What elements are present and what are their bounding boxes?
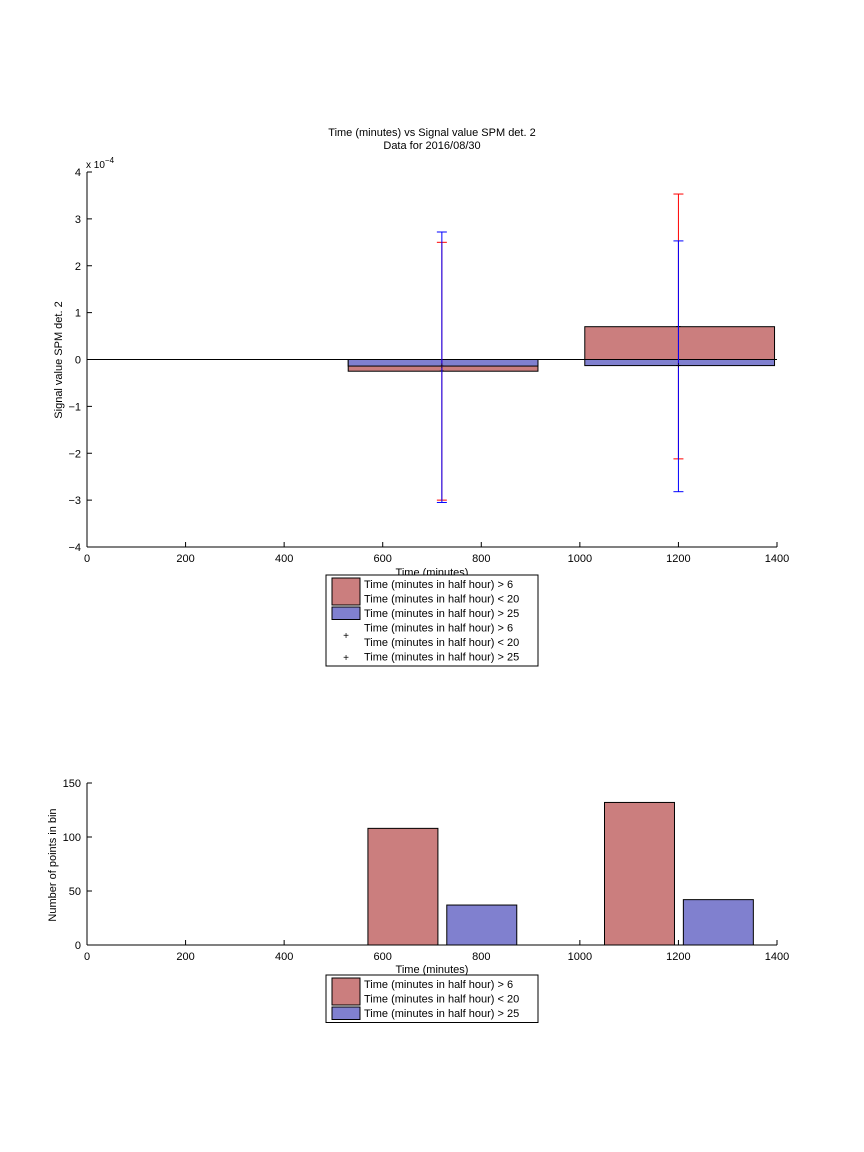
x-tick-label: 1200 <box>666 553 690 565</box>
x-tick-label: 600 <box>374 951 392 963</box>
x-tick-label: 400 <box>275 951 293 963</box>
y-tick-label: 0 <box>75 940 81 952</box>
errorbar-marker: + <box>676 361 681 371</box>
legend-box <box>325 974 539 1023</box>
y-tick-label: 1 <box>75 308 81 320</box>
bar-red <box>367 827 439 946</box>
y-tick-label: 0 <box>75 355 81 367</box>
x-tick-label: 1400 <box>765 553 789 565</box>
bar-blue <box>446 904 518 946</box>
bottom-legend: Time (minutes in half hour) > 6 Time (min… <box>325 974 539 1023</box>
y-tick-label: −4 <box>68 542 81 554</box>
top-plot-area: 0 200 400 600 800 1000 1200 1400 −4 −3 −2 −1 0 1 2 3 4 + +… <box>68 167 789 565</box>
y-tick-label: 4 <box>75 167 81 179</box>
y-tick-label: −1 <box>68 401 81 413</box>
legend-label: Time (minutes in half hour) > 6 <box>364 979 513 991</box>
y-tick-label: 3 <box>75 214 81 226</box>
bar-red <box>584 326 776 360</box>
y-axis-label: Number of points in bin <box>47 808 59 921</box>
x-tick-label: 800 <box>472 553 490 565</box>
legend-swatch-blue <box>331 606 361 620</box>
legend-swatch-red <box>331 577 361 606</box>
y-tick-label: 150 <box>63 778 81 790</box>
y-tick-label: −2 <box>68 448 81 460</box>
errorbar-marker: + <box>439 361 444 371</box>
legend-label: Time (minutes in half hour) < 20 <box>364 594 519 606</box>
legend-label: Time (minutes in half hour) > 25 <box>364 652 519 664</box>
x-tick-label: 800 <box>472 951 490 963</box>
x-tick-label: 0 <box>84 553 90 565</box>
x-tick-label: 1200 <box>666 951 690 963</box>
bar-blue <box>682 899 754 946</box>
legend-marker-red: + <box>343 631 349 642</box>
legend-box <box>325 574 539 667</box>
bottom-plot-area: 0 200 400 600 800 1000 1200 1400 0 50 100 150 <box>63 778 790 963</box>
legend-label: Time (minutes in half hour) > 6 <box>364 579 513 591</box>
legend-label: Time (minutes in half hour) < 20 <box>364 994 519 1006</box>
x-tick-label: 1000 <box>568 553 592 565</box>
legend-marker-blue: + <box>343 653 349 664</box>
top-legend: Time (minutes in half hour) > 6 Time (min… <box>325 574 539 667</box>
chart-subtitle: Data for 2016/08/30 <box>383 140 480 152</box>
x-tick-label: 200 <box>176 553 194 565</box>
x-tick-label: 0 <box>84 951 90 963</box>
y-tick-label: 100 <box>63 832 81 844</box>
x-axis-label: Time (minutes) <box>396 964 469 976</box>
x-tick-label: 600 <box>374 553 392 565</box>
x-tick-label: 200 <box>176 951 194 963</box>
legend-swatch-red <box>331 977 361 1006</box>
bar-red <box>604 801 675 946</box>
y-tick-label: −3 <box>68 495 81 507</box>
exponent-label: x 10−4 <box>86 156 115 171</box>
x-tick-label: 1000 <box>568 951 592 963</box>
legend-label: Time (minutes in half hour) > 6 <box>364 623 513 635</box>
y-tick-label: 2 <box>75 261 81 273</box>
y-tick-label: 50 <box>69 886 81 898</box>
y-axis-label: Signal value SPM det. 2 <box>53 301 65 418</box>
x-tick-label: 400 <box>275 553 293 565</box>
legend-swatch-blue <box>331 1006 361 1020</box>
legend-label: Time (minutes in half hour) > 25 <box>364 608 519 620</box>
x-tick-label: 1400 <box>765 951 789 963</box>
legend-label: Time (minutes in half hour) < 20 <box>364 637 519 649</box>
chart-title: Time (minutes) vs Signal value SPM det. … <box>328 127 535 139</box>
legend-label: Time (minutes in half hour) > 25 <box>364 1008 519 1020</box>
